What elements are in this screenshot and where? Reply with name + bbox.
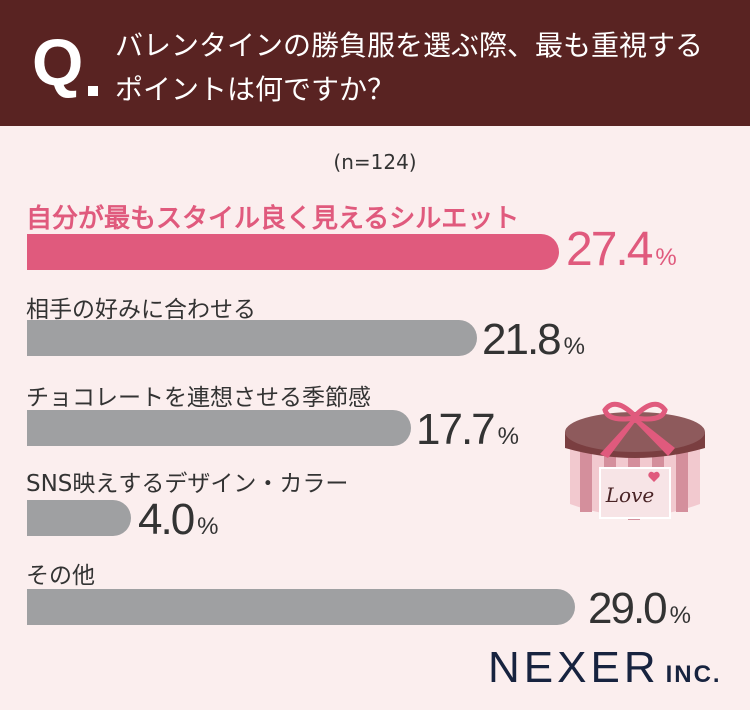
nexer-logo: NEXER INC. (488, 643, 722, 692)
value-chocolate-season: 17.7% (416, 405, 519, 454)
question-line-2: ポイントは何ですか？ (115, 73, 396, 106)
bar-partner-preference (27, 320, 477, 356)
bar-other (27, 589, 575, 625)
question-text: バレンタインの勝負服を選ぶ際、最も重視する ポイントは何ですか？ (115, 24, 735, 112)
row-label-partner-preference: 相手の好みに合わせる (26, 297, 256, 323)
row-label-other: その他 (26, 563, 95, 589)
svg-text:Love: Love (605, 483, 654, 507)
q-mark: Q (32, 25, 83, 99)
bar-chocolate-season (27, 410, 411, 446)
bar-silhouette (27, 234, 559, 270)
q-dot (88, 86, 98, 96)
row-label-chocolate-season: チョコレートを連想させる季節感 (26, 385, 371, 411)
question-header: Q バレンタインの勝負服を選ぶ際、最も重視する ポイントは何ですか？ (0, 0, 750, 126)
sample-size: (n=124) (333, 150, 417, 174)
question-line-1: バレンタインの勝負服を選ぶ際、最も重視する (115, 29, 704, 62)
value-other: 29.0% (588, 584, 691, 633)
value-partner-preference: 21.8% (482, 315, 585, 364)
value-silhouette: 27.4% (566, 223, 677, 276)
gift-box-icon: Love (565, 401, 705, 520)
value-sns-design: 4.0% (138, 495, 219, 544)
bar-sns-design (27, 500, 131, 536)
row-label-silhouette: 自分が最もスタイル良く見えるシルエット (26, 204, 520, 234)
row-label-sns-design: SNS映えするデザイン・カラー (26, 471, 349, 497)
